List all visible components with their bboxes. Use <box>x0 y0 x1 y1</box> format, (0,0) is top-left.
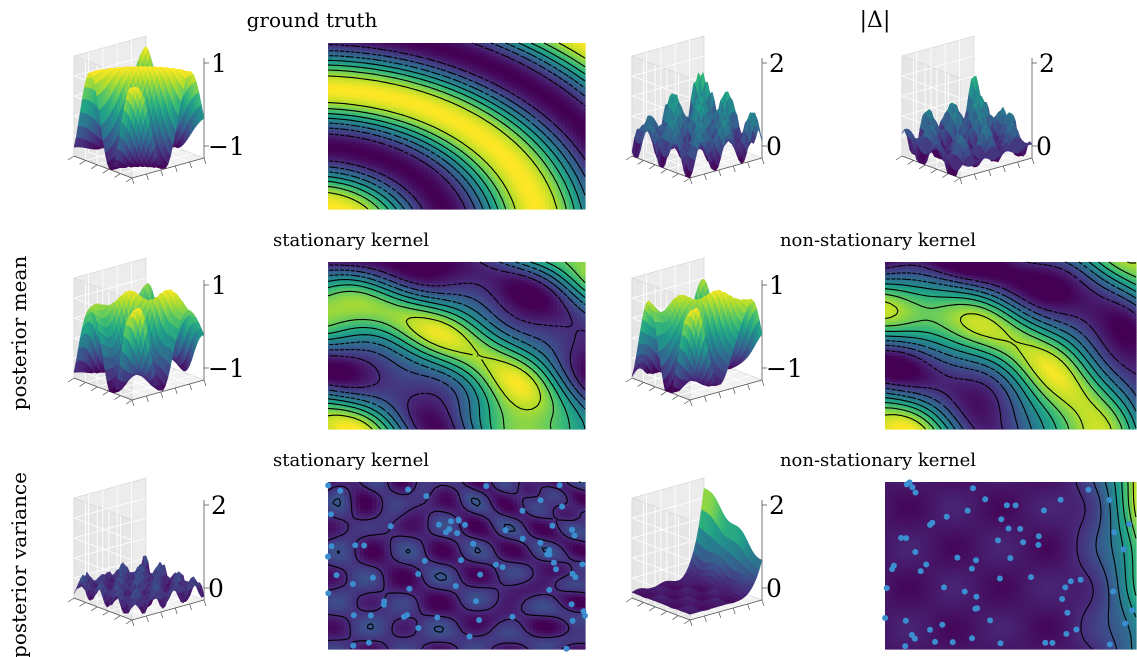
heatmap-cell <box>352 206 357 210</box>
row-label-posterior-mean: posterior mean <box>7 256 31 411</box>
row-label-posterior-variance: posterior variance <box>7 472 31 657</box>
y-tick <box>114 173 121 178</box>
heatmap-cell <box>336 206 341 210</box>
y-tick <box>125 177 133 183</box>
heatmap-cell <box>508 206 514 210</box>
surface-delta-stationary: 20 <box>625 35 785 185</box>
z-tick-label-bottom: −1 <box>208 132 245 161</box>
heatmap-cell <box>540 206 546 210</box>
heatmap-cell <box>568 206 574 210</box>
surface-ground-truth: 1 −1 <box>67 35 245 185</box>
heatmap-cell <box>524 206 530 210</box>
heatmap-cell <box>340 206 345 210</box>
y-tick <box>672 173 679 178</box>
heatmap-cell <box>356 206 361 210</box>
z-tick-label-bottom: 0 <box>766 132 782 161</box>
heatmap-cell <box>536 206 542 210</box>
heatmap-cell <box>396 206 401 210</box>
heatmap-cell <box>404 206 409 210</box>
heatmap-cell <box>528 206 534 210</box>
x-tick <box>718 169 722 177</box>
x-tick <box>160 169 164 177</box>
heatmap-cell <box>456 206 462 210</box>
x-tick <box>732 165 736 173</box>
x-tick <box>131 177 135 185</box>
y-tick <box>660 168 667 174</box>
heatmap-cell <box>348 206 353 210</box>
heatmap-cell <box>368 206 373 210</box>
gt-surface-mesh <box>73 45 205 171</box>
x-tick <box>689 177 693 185</box>
heatmap-cell <box>360 206 365 210</box>
axis-edge <box>131 157 205 179</box>
y-tick <box>683 177 691 183</box>
title-var-nonstationary: non-stationary kernel <box>780 450 976 471</box>
heatmap-cell <box>388 206 393 210</box>
title-abs-delta: |Δ| <box>860 8 891 33</box>
heatmap-cell <box>560 206 566 210</box>
heatmap-cell <box>380 206 385 210</box>
z-tick-label-top: 1 <box>211 49 227 78</box>
title-var-stationary: stationary kernel <box>273 450 429 471</box>
x-tick <box>747 161 750 169</box>
heatmap-cell <box>416 206 421 210</box>
x-tick <box>761 157 765 165</box>
heatmap-cell <box>428 206 434 210</box>
axis-edge <box>73 155 133 179</box>
title-ground-truth: ground truth <box>247 8 378 32</box>
x-tick <box>203 157 207 165</box>
y-tick <box>91 164 98 170</box>
heatmap-cell <box>468 206 474 210</box>
heatmap-cell <box>516 206 522 210</box>
contour-ground-truth <box>327 42 586 210</box>
heatmap-cell <box>436 206 442 210</box>
heatmap-cell <box>440 206 446 210</box>
title-mean-stationary: stationary kernel <box>273 230 429 251</box>
heatmap-cell <box>424 206 429 210</box>
y-tick <box>79 160 86 165</box>
x-tick <box>189 161 192 169</box>
heatmap-cell <box>412 206 417 210</box>
x-tick <box>146 173 149 181</box>
heatmap-cell <box>432 206 438 210</box>
heatmap-cell <box>332 206 337 210</box>
heatmap-cell <box>520 206 526 210</box>
y-tick <box>102 168 109 174</box>
heatmap-cell <box>544 206 550 210</box>
x-tick <box>704 173 707 181</box>
heatmap-cell <box>372 206 377 210</box>
heatmap-cell <box>484 206 490 210</box>
y-tick <box>625 155 633 161</box>
title-mean-nonstationary: non-stationary kernel <box>780 230 976 251</box>
y-tick <box>649 164 656 170</box>
heatmap-cell <box>452 206 458 210</box>
heatmap-cell <box>556 206 562 210</box>
heatmap-cell <box>532 206 538 210</box>
z-tick-label-top: 2 <box>769 49 785 78</box>
y-tick <box>67 155 75 161</box>
heatmap-cell <box>548 206 554 210</box>
y-tick <box>637 160 644 165</box>
x-tick <box>174 165 178 173</box>
heatmap-cell <box>344 206 349 210</box>
heatmap-cell <box>476 206 482 210</box>
heatmap-cell <box>328 206 333 210</box>
heatmap-cell <box>444 206 450 210</box>
heatmap-cell <box>448 206 454 210</box>
